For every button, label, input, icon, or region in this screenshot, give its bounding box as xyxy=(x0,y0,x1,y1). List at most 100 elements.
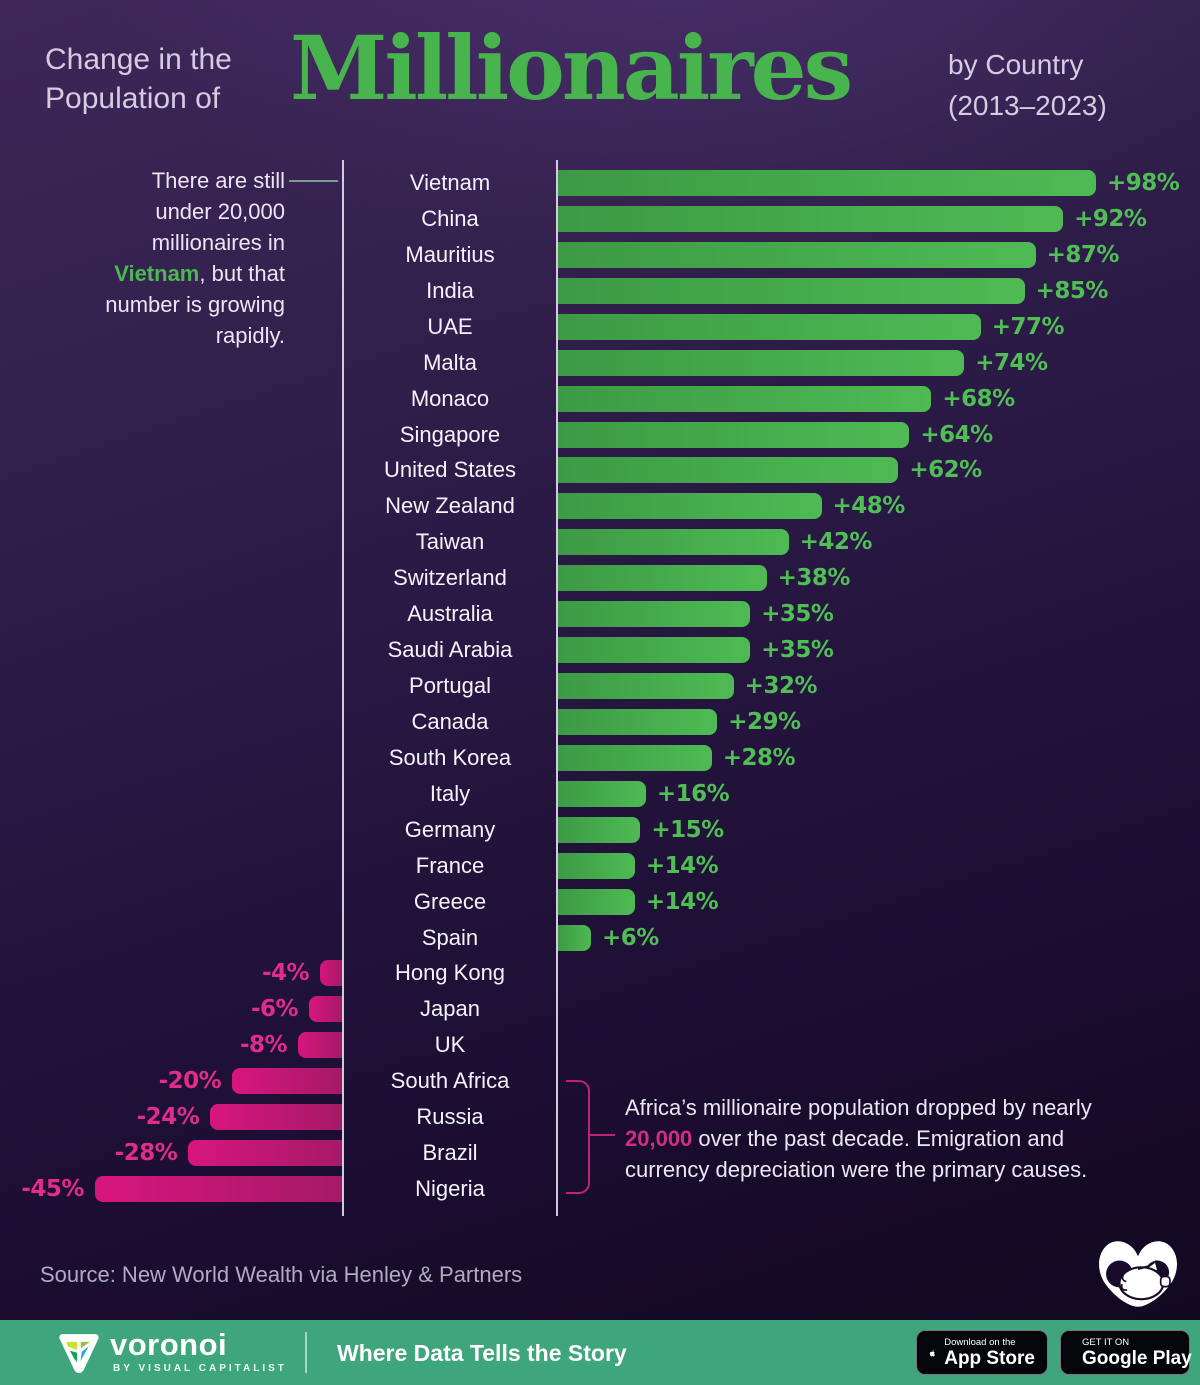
value-label: +35% xyxy=(761,637,834,664)
axis-line-right xyxy=(556,160,558,1216)
bar-positive xyxy=(558,708,718,735)
value-label: +64% xyxy=(920,421,993,448)
subtitle-line-1: by Country xyxy=(948,49,1084,80)
country-label: UK xyxy=(434,1032,466,1058)
value-label: +14% xyxy=(645,852,719,879)
app-store-badge-line1: Download on the xyxy=(944,1336,1016,1348)
annotation-africa-highlight: 20,000 xyxy=(625,1126,693,1151)
bar-positive xyxy=(558,924,591,951)
value-label: -8% xyxy=(239,1032,288,1059)
country-label: France xyxy=(415,852,485,878)
value-label: +92% xyxy=(1074,205,1147,232)
bar-positive xyxy=(558,816,641,843)
bar-positive xyxy=(558,349,965,376)
title-line-2: Population of xyxy=(45,82,221,115)
annotation-bracket-tick xyxy=(590,1134,615,1136)
annotation-vietnam-highlight: Vietnam xyxy=(114,261,200,286)
value-label: +98% xyxy=(1107,170,1180,196)
bar-negative xyxy=(94,1176,342,1203)
country-label: Spain xyxy=(421,924,479,950)
country-label: UAE xyxy=(427,313,473,339)
value-label: +62% xyxy=(909,457,982,484)
annotation-connector-line xyxy=(289,180,338,182)
bar-positive xyxy=(558,457,899,484)
google-play-badge-text: GET IT ON Google Play xyxy=(1082,1337,1192,1369)
annotation-vietnam: There are still under 20,000 millionaire… xyxy=(100,165,285,351)
country-label: Greece xyxy=(413,888,487,914)
page-title-suffix: by Country (2013–2023) xyxy=(948,44,1107,126)
value-label: -20% xyxy=(158,1068,222,1095)
value-label: +6% xyxy=(601,924,659,951)
annotation-africa-pre: Africa’s millionaire population dropped … xyxy=(625,1095,1092,1120)
app-store-badge[interactable]: Download on the App Store xyxy=(916,1330,1048,1375)
country-label: Singapore xyxy=(399,421,501,447)
country-label: Vietnam xyxy=(409,170,491,195)
google-play-badge-line2: Google Play xyxy=(1082,1347,1192,1369)
google-play-badge[interactable]: GET IT ON Google Play xyxy=(1060,1330,1192,1375)
footer-divider xyxy=(305,1332,307,1373)
value-label: +14% xyxy=(645,888,719,915)
bar-positive xyxy=(558,313,981,340)
page-title: Millionaires xyxy=(290,16,853,120)
value-label: +85% xyxy=(1035,277,1109,304)
title-line-1: Change in the xyxy=(45,43,232,76)
value-label: +16% xyxy=(656,780,730,807)
value-label: +29% xyxy=(728,708,801,735)
value-label: +15% xyxy=(651,816,724,843)
value-label: +42% xyxy=(799,529,873,556)
bar-positive xyxy=(558,888,635,915)
bar-positive xyxy=(558,565,767,592)
country-label: South Africa xyxy=(390,1068,510,1094)
bar-negative xyxy=(210,1104,342,1131)
value-label: -28% xyxy=(114,1140,178,1167)
country-label: Hong Kong xyxy=(394,960,506,986)
country-label: United States xyxy=(383,457,517,483)
bar-positive xyxy=(558,780,646,807)
country-label: India xyxy=(426,277,474,303)
country-label: Australia xyxy=(407,601,493,627)
bar-negative xyxy=(188,1140,342,1167)
country-label: Taiwan xyxy=(415,529,485,555)
country-label: Switzerland xyxy=(393,565,507,591)
annotation-vietnam-post: , but that number is growing rapidly. xyxy=(105,261,285,348)
country-label: Germany xyxy=(404,816,496,842)
voronoi-logo-icon xyxy=(59,1334,99,1374)
country-label: Saudi Arabia xyxy=(387,637,513,663)
country-label: Canada xyxy=(411,708,489,734)
page-title-prefix: Change in the Population of xyxy=(45,40,232,118)
bar-positive xyxy=(558,421,910,448)
value-label: +77% xyxy=(991,313,1065,340)
value-label: +32% xyxy=(744,673,818,700)
value-label: +87% xyxy=(1046,241,1120,268)
value-label: -24% xyxy=(136,1104,200,1131)
bar-positive xyxy=(558,637,751,664)
bar-negative xyxy=(298,1032,342,1059)
country-label: China xyxy=(421,205,479,231)
bar-positive xyxy=(558,241,1036,268)
country-label: Japan xyxy=(420,996,480,1022)
bar-positive xyxy=(558,673,734,700)
bar-positive xyxy=(558,385,932,412)
country-label: Russia xyxy=(416,1104,484,1130)
brand-subtitle: BY VISUAL CAPITALIST xyxy=(113,1363,287,1374)
piggy-bank-logo xyxy=(1096,1234,1180,1314)
annotation-africa: Africa’s millionaire population dropped … xyxy=(625,1092,1137,1185)
value-label: +28% xyxy=(722,744,796,771)
bar-positive xyxy=(558,170,1097,196)
country-label: Malta xyxy=(423,349,477,375)
value-label: +68% xyxy=(942,385,1015,412)
app-store-badge-text: Download on the App Store xyxy=(944,1337,1035,1369)
value-label: +48% xyxy=(832,493,906,520)
country-label: Portugal xyxy=(409,673,491,699)
app-store-badge-line2: App Store xyxy=(944,1347,1035,1369)
bar-positive xyxy=(558,601,751,628)
value-label: +74% xyxy=(975,349,1048,376)
bar-negative xyxy=(232,1068,342,1095)
country-label: Brazil xyxy=(422,1140,478,1166)
apple-icon xyxy=(929,1349,935,1356)
brand-name: voronoi xyxy=(110,1327,228,1362)
footer-bar: voronoi BY VISUAL CAPITALIST Where Data … xyxy=(0,1320,1200,1385)
country-label: Italy xyxy=(429,780,471,806)
bar-positive xyxy=(558,493,822,520)
